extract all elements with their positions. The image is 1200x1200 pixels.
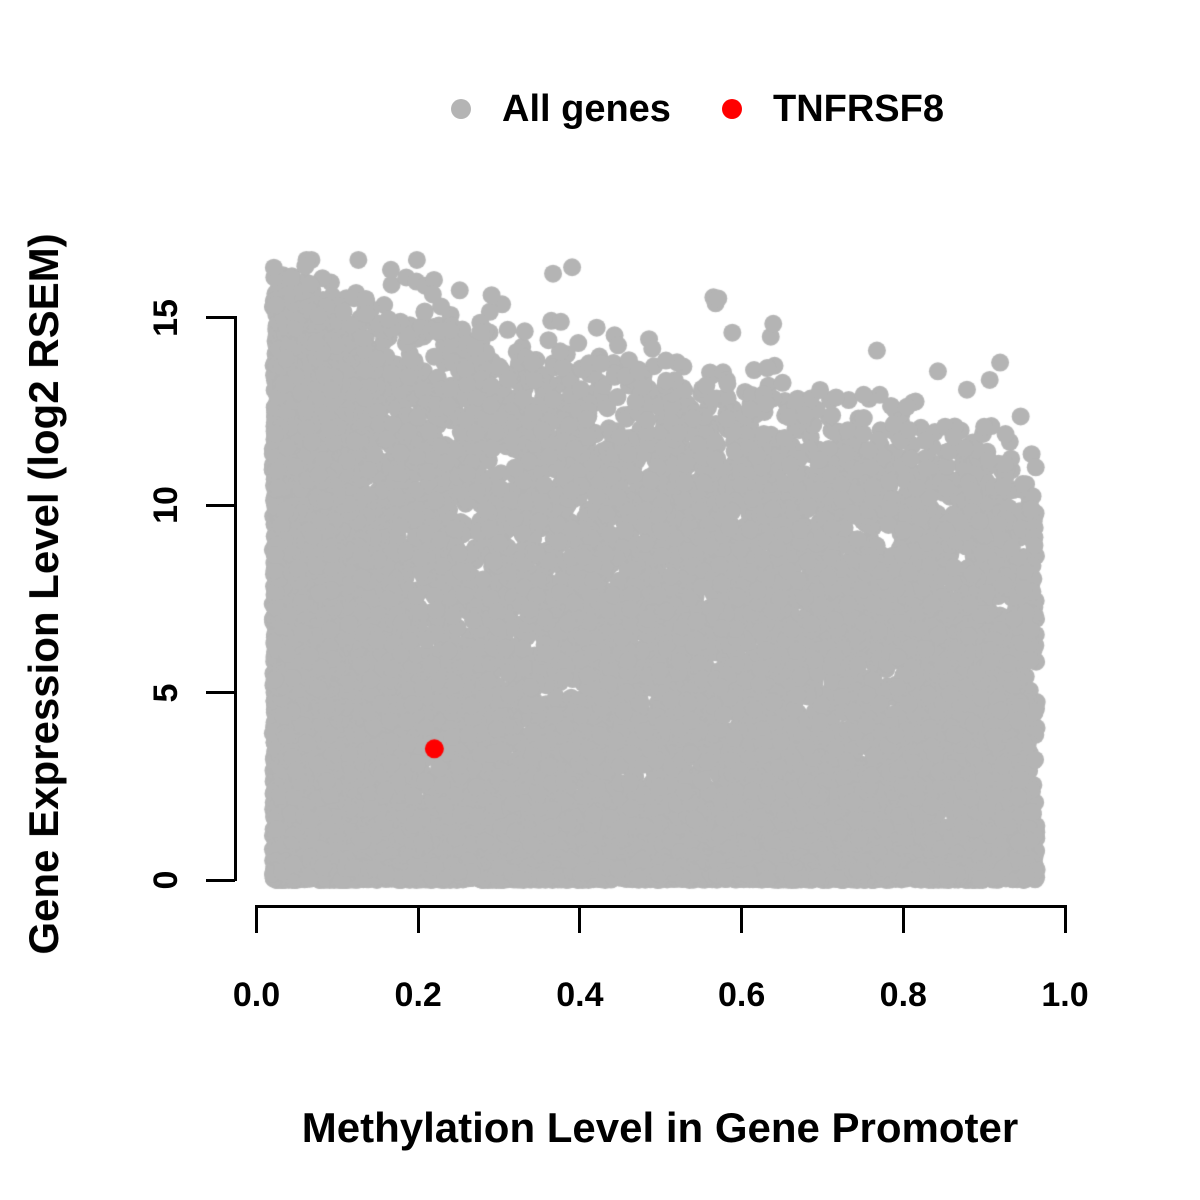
x-axis-line bbox=[255, 905, 1067, 908]
x-tick-label: 0.6 bbox=[717, 976, 766, 1014]
legend-item-all-genes: All genes bbox=[451, 89, 671, 129]
x-tick-label: 0.8 bbox=[879, 976, 927, 1014]
x-axis-title: Methylation Level in Gene Promoter bbox=[301, 1104, 1019, 1151]
y-axis-title: Gene Expression Level (log2 RSEM) bbox=[20, 233, 67, 955]
x-tick-mark bbox=[578, 905, 582, 933]
tnfrsf8-marker-icon bbox=[722, 99, 742, 119]
x-tick-mark bbox=[1063, 905, 1067, 933]
x-tick-mark bbox=[255, 905, 258, 933]
y-tick-label: 5 bbox=[147, 683, 185, 703]
x-tick-mark bbox=[416, 905, 420, 933]
y-tick-label: 15 bbox=[147, 299, 185, 337]
y-tick-label: 0 bbox=[147, 870, 185, 890]
all-genes-marker-icon bbox=[451, 99, 471, 119]
y-tick-label: 10 bbox=[147, 486, 185, 525]
x-tick-mark bbox=[901, 905, 905, 933]
x-tick-mark bbox=[740, 905, 744, 933]
y-tick-mark bbox=[206, 878, 235, 882]
legend-label-tnfrsf8: TNFRSF8 bbox=[773, 88, 944, 130]
y-tick-mark bbox=[206, 503, 235, 507]
legend-item-tnfrsf8: TNFRSF8 bbox=[722, 89, 944, 129]
legend-label-all-genes: All genes bbox=[502, 88, 671, 130]
y-tick-mark bbox=[206, 316, 235, 320]
y-tick-mark bbox=[206, 691, 235, 695]
y-axis-line bbox=[233, 316, 237, 882]
x-tick-label: 1.0 bbox=[1041, 976, 1089, 1014]
x-tick-label: 0.2 bbox=[394, 976, 442, 1014]
x-tick-label: 0.0 bbox=[232, 976, 281, 1014]
x-tick-label: 0.4 bbox=[556, 976, 604, 1014]
